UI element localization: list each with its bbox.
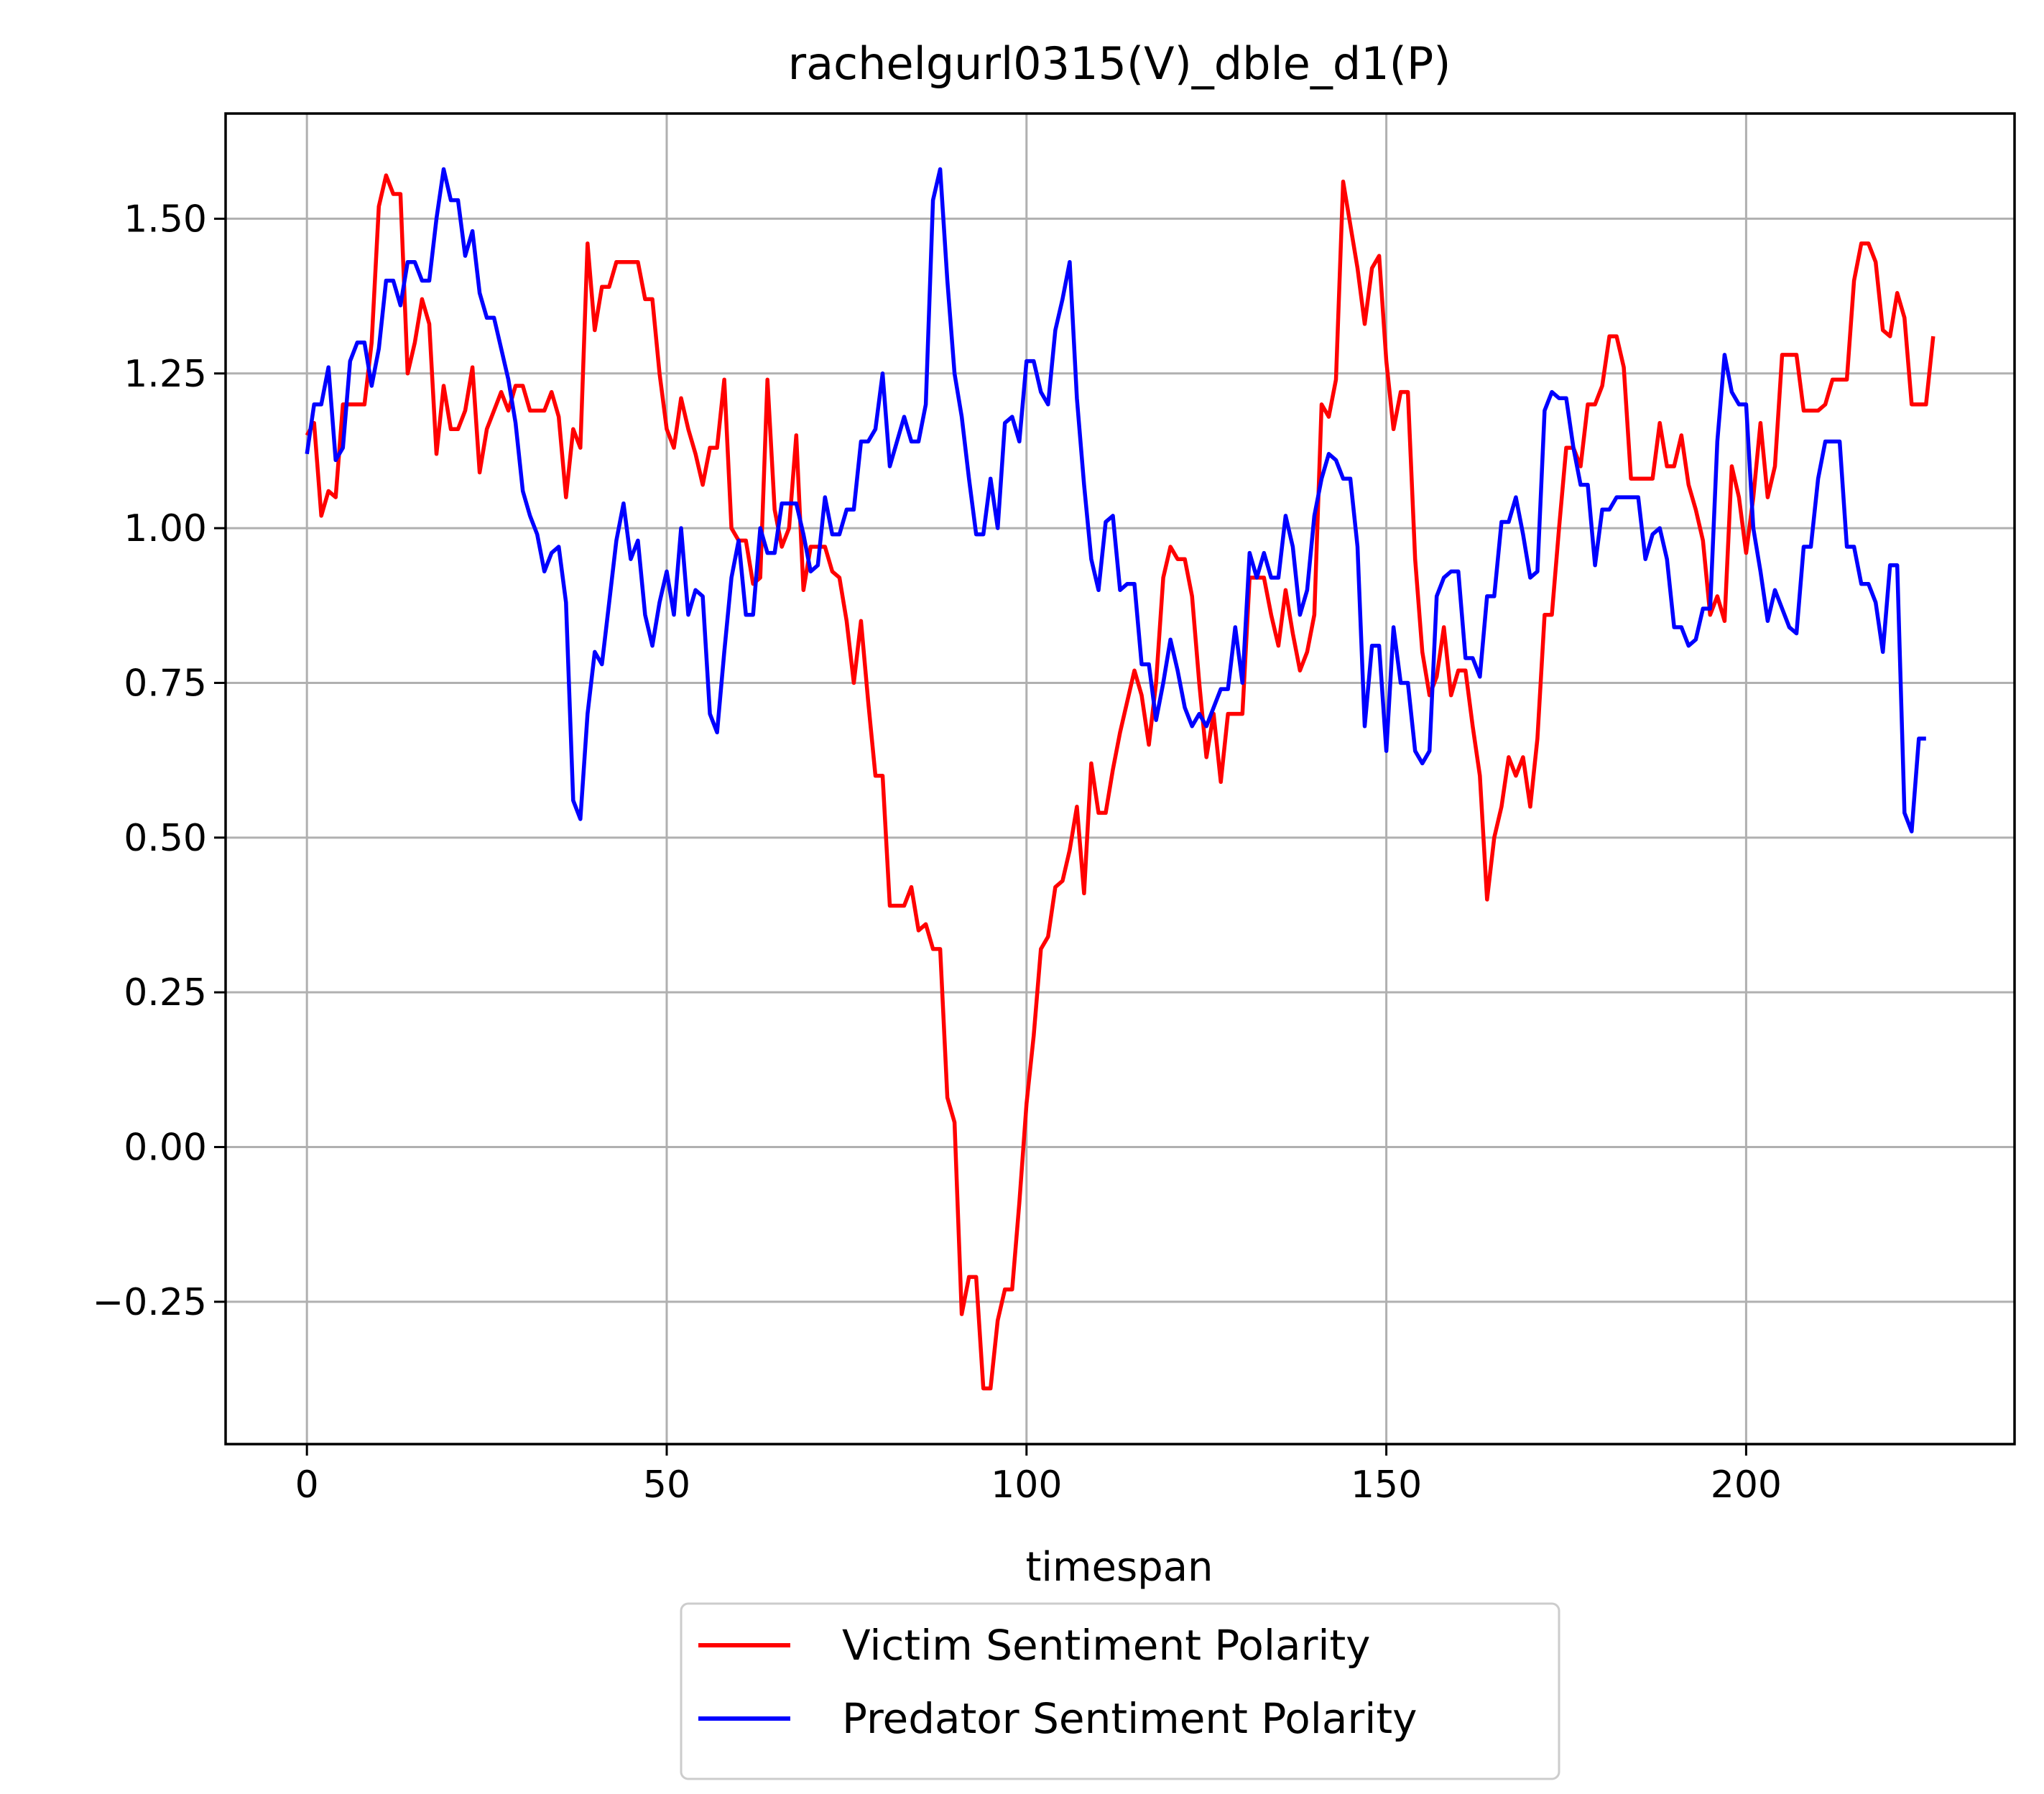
legend-label-victim: Victim Sentiment Polarity [842, 1621, 1371, 1670]
legend-box [680, 1602, 1560, 1780]
x-axis-title: timespan [1025, 1544, 1213, 1591]
legend: Victim Sentiment Polarity Predator Senti… [680, 1602, 1560, 1780]
y-tick-label: 0.25 [124, 971, 207, 1014]
y-tick-label: 0.50 [124, 817, 207, 860]
y-tick-label: −0.25 [93, 1281, 207, 1324]
y-tick-label: 0.00 [124, 1127, 207, 1170]
y-tick-label: 0.75 [124, 662, 207, 705]
legend-label-predator: Predator Sentiment Polarity [842, 1694, 1417, 1743]
series-lines [305, 167, 1936, 1391]
y-axis-ticks: −0.25 0.00 0.25 0.50 0.75 1.00 1.25 1.50 [93, 198, 226, 1324]
y-tick-label: 1.25 [124, 353, 207, 396]
x-tick-label: 150 [1351, 1464, 1422, 1507]
grid-lines [226, 114, 2015, 1444]
x-tick-label: 0 [295, 1464, 319, 1507]
x-tick-label: 100 [991, 1464, 1062, 1507]
x-axis-ticks: 0 50 100 150 200 [295, 1444, 1782, 1507]
x-tick-label: 50 [643, 1464, 690, 1507]
victim-sentiment-line [305, 173, 1936, 1391]
y-tick-label: 1.00 [124, 507, 207, 550]
chart-title: rachelgurl0315(V)_dble_d1(P) [788, 37, 1451, 90]
x-tick-label: 200 [1711, 1464, 1782, 1507]
plot-area-frame [224, 112, 2016, 1446]
predator-sentiment-line [305, 167, 1926, 833]
y-tick-label: 1.50 [124, 198, 207, 241]
